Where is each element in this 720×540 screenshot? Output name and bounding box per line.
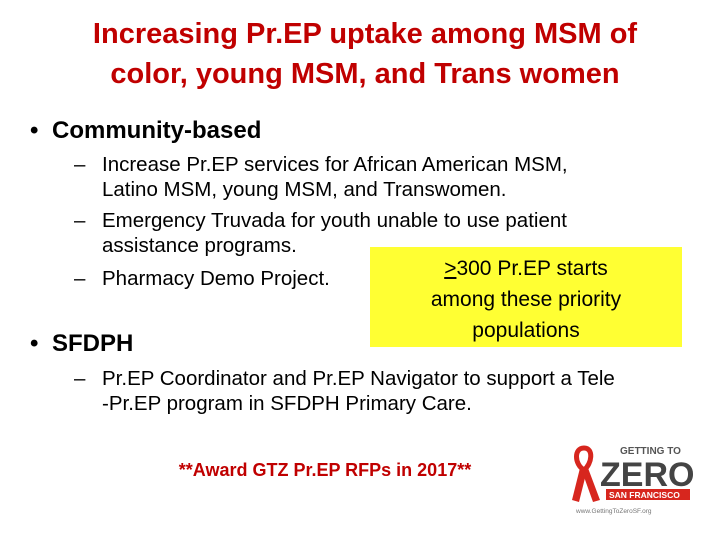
title-line-2: color, young MSM, and Trans women: [110, 58, 620, 90]
callout-line-2: among these priority: [430, 288, 622, 311]
getting-to-zero-logo: GETTING TO ZERO SAN FRANCISCO www.Gettin…: [572, 445, 694, 515]
logo-zero-text: ZERO: [600, 456, 694, 494]
callout-line-3: populations: [472, 319, 580, 342]
bullet-dot-icon: •: [30, 117, 39, 144]
logo-city-band: [606, 489, 690, 500]
bullet-sfdph: • SFDPH: [30, 330, 133, 358]
callout-prep-starts: >300 Pr.EP starts among these priority p…: [370, 247, 682, 347]
callout-line-1: >300 Pr.EP starts: [444, 257, 608, 280]
dash-icon: –: [74, 367, 86, 390]
bullet-community-based: • Community-based: [30, 117, 261, 145]
logo-url-text: www.GettingToZeroSF.org: [575, 508, 652, 515]
sub-item-increase-services: – Increase Pr.EP services for African Am…: [74, 153, 568, 201]
title-line-1: Increasing Pr.EP uptake among MSM of: [92, 18, 638, 50]
bullet-label: Community-based: [52, 117, 262, 144]
footer-award-note: **Award GTZ Pr.EP RFPs in 2017**: [178, 460, 472, 480]
dash-icon: –: [74, 209, 86, 232]
dash-icon: –: [74, 267, 86, 290]
dash-icon: –: [74, 153, 86, 176]
bullet-dot-icon: •: [30, 330, 39, 357]
slide-title: Increasing Pr.EP uptake among MSM of col…: [40, 14, 690, 94]
sub-item-emergency-truvada: – Emergency Truvada for youth unable to …: [74, 209, 567, 257]
sub-item-pharmacy-demo: – Pharmacy Demo Project.: [74, 267, 330, 290]
bullet-label: SFDPH: [52, 330, 134, 357]
logo-top-text: GETTING TO: [620, 446, 681, 457]
sub-item-prep-coordinator: – Pr.EP Coordinator and Pr.EP Navigator …: [74, 367, 615, 415]
logo-city-text: SAN FRANCISCO: [609, 490, 680, 500]
red-ribbon-icon: [572, 445, 600, 502]
